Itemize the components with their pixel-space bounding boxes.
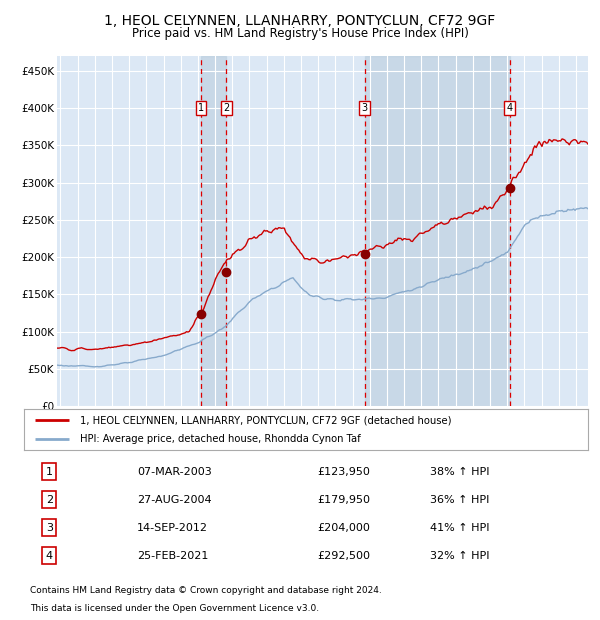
Text: Price paid vs. HM Land Registry's House Price Index (HPI): Price paid vs. HM Land Registry's House … <box>131 27 469 40</box>
Text: 32% ↑ HPI: 32% ↑ HPI <box>430 551 490 560</box>
Text: 1: 1 <box>198 103 204 113</box>
Text: HPI: Average price, detached house, Rhondda Cynon Taf: HPI: Average price, detached house, Rhon… <box>80 435 361 445</box>
Text: Contains HM Land Registry data © Crown copyright and database right 2024.: Contains HM Land Registry data © Crown c… <box>29 587 382 595</box>
Text: 27-AUG-2004: 27-AUG-2004 <box>137 495 211 505</box>
Text: 2: 2 <box>223 103 229 113</box>
Text: £292,500: £292,500 <box>317 551 370 560</box>
Text: 4: 4 <box>507 103 513 113</box>
Text: 14-SEP-2012: 14-SEP-2012 <box>137 523 208 533</box>
Text: £204,000: £204,000 <box>317 523 370 533</box>
Text: 1, HEOL CELYNNEN, LLANHARRY, PONTYCLUN, CF72 9GF (detached house): 1, HEOL CELYNNEN, LLANHARRY, PONTYCLUN, … <box>80 415 452 425</box>
Bar <box>201 56 226 406</box>
Text: 25-FEB-2021: 25-FEB-2021 <box>137 551 208 560</box>
Text: 36% ↑ HPI: 36% ↑ HPI <box>430 495 490 505</box>
Text: £123,950: £123,950 <box>317 467 370 477</box>
Text: 4: 4 <box>46 551 53 560</box>
Bar <box>365 56 510 406</box>
Text: This data is licensed under the Open Government Licence v3.0.: This data is licensed under the Open Gov… <box>29 604 319 613</box>
Text: 2: 2 <box>46 495 53 505</box>
Text: 38% ↑ HPI: 38% ↑ HPI <box>430 467 490 477</box>
Text: 1, HEOL CELYNNEN, LLANHARRY, PONTYCLUN, CF72 9GF: 1, HEOL CELYNNEN, LLANHARRY, PONTYCLUN, … <box>104 14 496 28</box>
Text: £179,950: £179,950 <box>317 495 370 505</box>
Text: 3: 3 <box>362 103 368 113</box>
Text: 1: 1 <box>46 467 53 477</box>
Text: 3: 3 <box>46 523 53 533</box>
Text: 07-MAR-2003: 07-MAR-2003 <box>137 467 212 477</box>
Text: 41% ↑ HPI: 41% ↑ HPI <box>430 523 490 533</box>
